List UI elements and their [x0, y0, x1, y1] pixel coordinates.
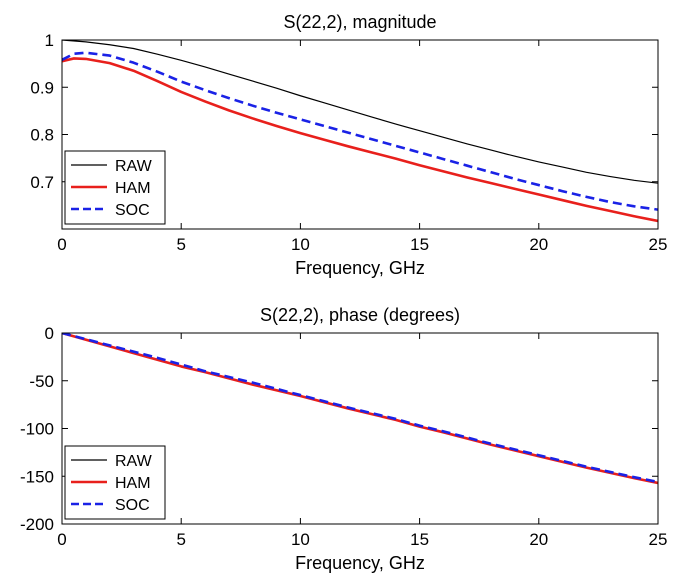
- x-tick-label: 10: [291, 530, 310, 549]
- x-axis-title: Frequency, GHz: [295, 553, 425, 573]
- x-tick-label: 15: [410, 235, 429, 254]
- y-tick-label: 0.9: [30, 78, 54, 97]
- x-tick-label: 20: [529, 235, 548, 254]
- y-tick-label: -100: [20, 420, 54, 439]
- x-tick-label: 0: [57, 235, 66, 254]
- chart-panel-2: S(22,2), phase (degrees) 0 5 10 15 20 25 -200 -1…: [20, 305, 667, 573]
- y-tick-label: -50: [29, 372, 54, 391]
- x-tick-label: 15: [410, 530, 429, 549]
- legend-label-raw: RAW: [115, 453, 153, 470]
- series-line-ham: [62, 333, 658, 485]
- x-tick-label: 20: [529, 530, 548, 549]
- y-tick-label: 0.7: [30, 173, 54, 192]
- x-tick-label: 5: [176, 530, 185, 549]
- legend: RAW HAM SOC: [64, 445, 166, 520]
- legend-label-soc: SOC: [115, 202, 150, 219]
- x-axis-title: Frequency, GHz: [295, 258, 425, 278]
- series-line-ham: [62, 57, 658, 223]
- x-tick-label: 10: [291, 235, 310, 254]
- y-tick-label: 0: [45, 324, 54, 343]
- y-tick-label: -200: [20, 515, 54, 534]
- series-line-soc: [62, 51, 658, 211]
- y-tick-label: 1: [45, 31, 54, 50]
- x-tick-label: 25: [649, 235, 668, 254]
- x-tick-label: 25: [649, 530, 668, 549]
- x-tick-label: 5: [176, 235, 185, 254]
- legend-label-ham: HAM: [115, 180, 151, 197]
- legend-label-raw: RAW: [115, 158, 153, 175]
- legend-label-ham: HAM: [115, 475, 151, 492]
- x-tick-label: 0: [57, 530, 66, 549]
- y-tick-label: -150: [20, 467, 54, 486]
- legend: RAW HAM SOC: [64, 150, 166, 225]
- series-line-raw: [62, 40, 658, 184]
- y-tick-label: 0.8: [30, 126, 54, 145]
- legend-label-soc: SOC: [115, 497, 150, 514]
- chart-panel-1: S(22,2), magnitude 0 5 10 15 20 25 0.7 0.8 0.9 1 Fr…: [30, 12, 667, 278]
- chart-title: S(22,2), magnitude: [283, 12, 436, 32]
- chart-title: S(22,2), phase (degrees): [260, 305, 460, 325]
